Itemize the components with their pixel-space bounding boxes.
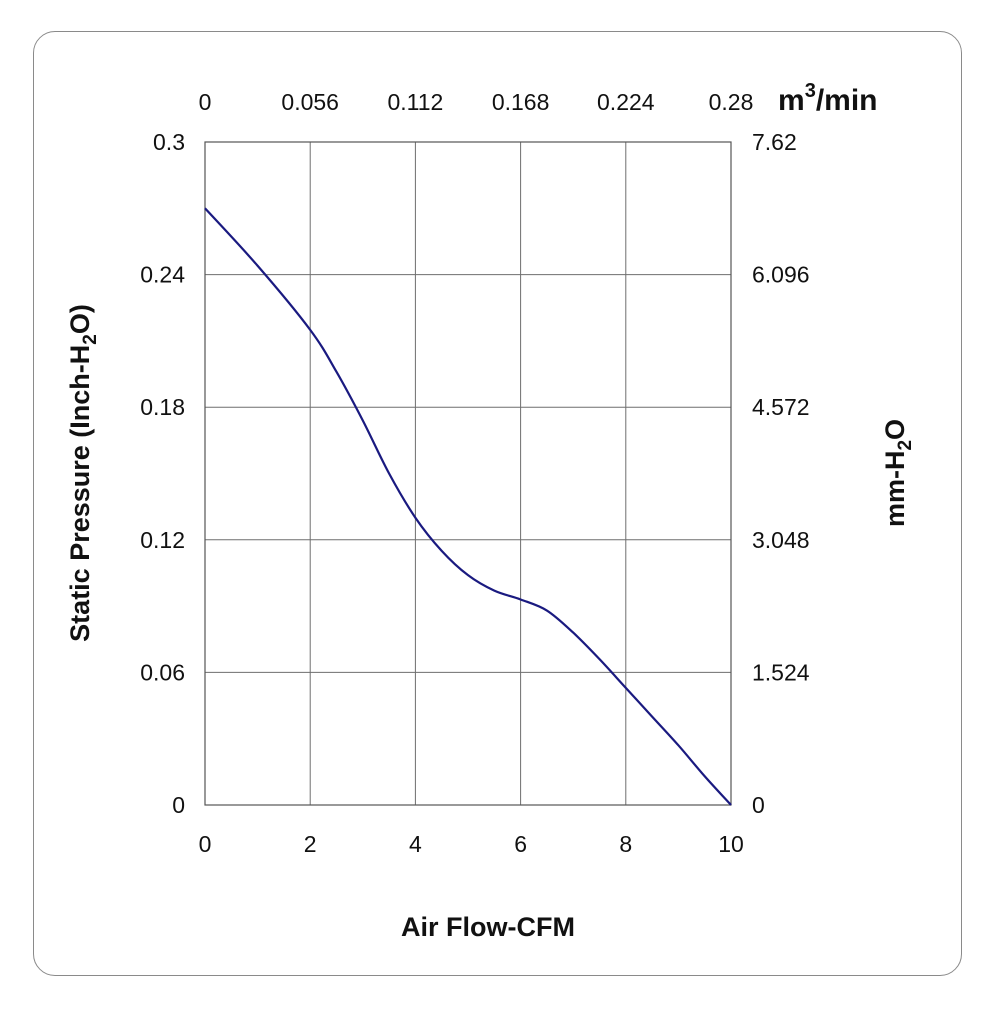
right-tick-label: 3.048 (752, 527, 810, 553)
chart-frame (33, 31, 962, 976)
y-axis-title-subscript: 2 (80, 334, 101, 345)
right-tick-label: 4.572 (752, 394, 810, 420)
y-axis-title: Static Pressure (Inch-H2O) (65, 304, 101, 642)
right-tick-label: 7.62 (752, 129, 797, 155)
top-axis-ticks: 0 0.056 0.112 0.168 0.224 0.28 (199, 89, 754, 115)
y-tick-label: 0.12 (140, 527, 185, 553)
top-axis-title-superscript: 3 (805, 80, 816, 102)
x-tick-label: 0 (199, 831, 212, 857)
grid (205, 142, 731, 805)
series-line (204, 207, 732, 806)
x-tick-label: 2 (304, 831, 317, 857)
plot-area-border (204, 141, 732, 806)
y-tick-label: 0.3 (153, 129, 185, 155)
right-tick-label: 6.096 (752, 262, 810, 288)
right-axis-title-subscript: 2 (895, 440, 916, 451)
x-tick-label: 4 (409, 831, 422, 857)
x-axis-title: Air Flow-CFM (401, 912, 575, 942)
right-tick-label: 1.524 (752, 659, 810, 685)
top-axis-title: m3/min (778, 80, 877, 117)
x-axis-ticks: 0 2 4 6 8 10 (199, 831, 744, 857)
y-tick-label: 0 (172, 792, 185, 818)
y-axis-ticks: 0 0.06 0.12 0.18 0.24 0.3 (140, 129, 185, 818)
x-tick-label: 10 (718, 831, 744, 857)
right-tick-label: 0 (752, 792, 765, 818)
x-tick-label: 6 (514, 831, 527, 857)
right-axis-ticks: 0 1.524 3.048 4.572 6.096 7.62 (752, 129, 810, 818)
y-tick-label: 0.06 (140, 659, 185, 685)
top-tick-label: 0 (199, 89, 212, 115)
right-axis-title: mm-H2O (880, 419, 916, 527)
plot-border (204, 141, 732, 806)
x-tick-label: 8 (619, 831, 632, 857)
top-tick-label: 0.28 (709, 89, 754, 115)
top-tick-label: 0.224 (597, 89, 655, 115)
y-tick-label: 0.18 (140, 394, 185, 420)
top-tick-label: 0.056 (281, 89, 339, 115)
top-tick-label: 0.112 (387, 89, 443, 115)
top-tick-label: 0.168 (492, 89, 550, 115)
y-tick-label: 0.24 (140, 262, 185, 288)
